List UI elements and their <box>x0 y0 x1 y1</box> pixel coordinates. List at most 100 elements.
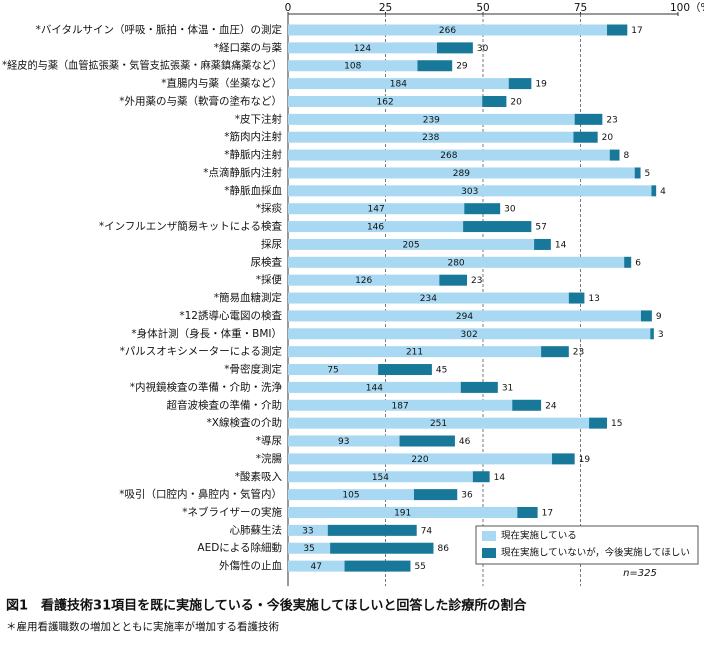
category-label: 尿検査 <box>251 255 283 268</box>
bar-segment <box>288 506 518 518</box>
x-tick-label: 25 <box>379 2 392 14</box>
value-label: 19 <box>579 455 591 465</box>
bar-segment <box>288 328 651 340</box>
value-label: 239 <box>423 115 440 125</box>
value-label: 5 <box>645 169 651 179</box>
bar-segment <box>634 167 641 179</box>
bar-segment <box>288 453 553 465</box>
legend-swatch <box>482 548 496 558</box>
value-label: 220 <box>411 455 428 465</box>
value-label: 251 <box>430 419 447 429</box>
value-label: 154 <box>372 473 389 483</box>
bar-segment <box>609 149 620 161</box>
legend-label: 現在実施していないが，今後実施してほしい <box>501 547 690 559</box>
bar-segment <box>344 560 411 572</box>
bar-segment <box>534 238 551 250</box>
category-label: *筋肉内注射 <box>224 130 282 143</box>
value-label: 14 <box>494 473 506 483</box>
bar-segment <box>650 328 654 340</box>
category-label: *点滴静脈内注射 <box>203 166 282 179</box>
value-label: 24 <box>545 401 557 411</box>
value-label: 23 <box>573 348 584 358</box>
bar-segment <box>439 274 468 286</box>
value-label: 105 <box>342 491 359 501</box>
value-label: 238 <box>422 133 439 143</box>
x-tick-label: 50 <box>476 2 489 14</box>
value-label: 280 <box>447 258 464 268</box>
category-label: *静脈内注射 <box>224 148 282 161</box>
bar-segment <box>288 78 509 90</box>
bar-segment <box>288 256 625 268</box>
value-label: 30 <box>477 44 489 54</box>
category-label: *パルスオキシメーターによる測定 <box>120 345 283 358</box>
value-label: 20 <box>510 97 522 107</box>
chart-title: 図1 看護技術31項目を既に実施している・今後実施してほしいと回答した診療所の割… <box>6 598 527 614</box>
value-label: 47 <box>311 562 322 572</box>
value-label: 13 <box>588 294 599 304</box>
value-label: 17 <box>631 26 642 36</box>
value-label: 266 <box>439 26 456 36</box>
footnote: ＊雇用看護職数の増加とともに実施率が増加する看護技術 <box>6 620 279 633</box>
bar-segment <box>288 42 437 54</box>
bar-segment <box>288 167 635 179</box>
x-tick-label: 100（%） <box>670 2 704 14</box>
legend-swatch <box>482 531 496 541</box>
value-label: 36 <box>461 491 473 501</box>
value-label: 187 <box>392 401 409 411</box>
category-label: *採便 <box>256 273 283 286</box>
value-label: 45 <box>436 366 447 376</box>
bar-segment <box>288 203 465 215</box>
bar-segment <box>288 185 652 197</box>
value-label: 15 <box>611 419 622 429</box>
value-label: 234 <box>420 294 437 304</box>
bar-segment <box>399 435 455 447</box>
category-label: *骨密度測定 <box>224 363 282 376</box>
category-label: *内視鏡検査の準備・介助・洗浄 <box>130 380 283 393</box>
category-label: *身体計測（身長・体重・BMI） <box>131 327 282 340</box>
category-label: *静脈血採血 <box>224 184 282 197</box>
legend-box <box>475 525 699 565</box>
bar-segment <box>288 274 440 286</box>
value-label: 30 <box>504 205 516 215</box>
category-label: *インフルエンザ簡易キットによる検査 <box>99 220 283 233</box>
bar-segment <box>573 131 598 143</box>
value-label: 35 <box>303 544 314 554</box>
value-label: 4 <box>660 187 666 197</box>
value-label: 20 <box>602 133 614 143</box>
bar-segment <box>640 310 652 322</box>
value-label: 162 <box>377 97 394 107</box>
category-label: *バイタルサイン（呼吸・脈拍・体温・血圧）の測定 <box>36 23 283 36</box>
category-label: *採痰 <box>256 202 283 215</box>
bar-segment <box>288 399 513 411</box>
bar-segment <box>552 453 575 465</box>
value-label: 29 <box>456 62 468 72</box>
bar-segment <box>541 346 569 358</box>
value-label: 74 <box>421 526 433 536</box>
bar-segment <box>288 113 575 125</box>
category-label: 心肺蘇生法 <box>230 523 283 536</box>
value-label: 302 <box>461 330 478 340</box>
value-label: 289 <box>453 169 470 179</box>
bar-segment <box>288 310 641 322</box>
bar-segment <box>651 185 657 197</box>
legend-label: 現在実施している <box>501 530 577 542</box>
value-label: 75 <box>327 366 338 376</box>
bar-segment <box>288 560 345 572</box>
category-label: 外傷性の止血 <box>219 559 282 572</box>
value-label: 9 <box>656 312 662 322</box>
value-label: 126 <box>355 276 372 286</box>
value-label: 184 <box>390 80 407 90</box>
value-label: 14 <box>555 240 567 250</box>
value-label: 23 <box>606 115 617 125</box>
category-label: *導尿 <box>256 434 283 447</box>
bar-segment <box>288 435 400 447</box>
value-label: 124 <box>354 44 371 54</box>
value-label: 108 <box>344 62 361 72</box>
bar-segment <box>288 346 542 358</box>
value-label: 17 <box>542 508 553 518</box>
bar-segment <box>288 24 608 36</box>
category-label: *吸引（口腔内・鼻腔内・気管内） <box>119 488 282 501</box>
value-label: 46 <box>459 437 471 447</box>
value-label: 147 <box>368 205 385 215</box>
